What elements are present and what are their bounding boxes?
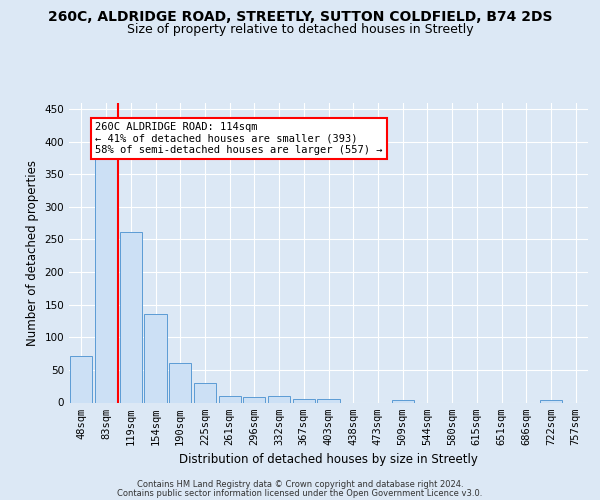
Bar — [194, 383, 216, 402]
X-axis label: Distribution of detached houses by size in Streetly: Distribution of detached houses by size … — [179, 453, 478, 466]
Y-axis label: Number of detached properties: Number of detached properties — [26, 160, 39, 346]
Bar — [392, 400, 414, 402]
Bar — [70, 356, 92, 403]
Bar — [243, 396, 265, 402]
Text: Size of property relative to detached houses in Streetly: Size of property relative to detached ho… — [127, 22, 473, 36]
Bar — [540, 400, 562, 402]
Bar — [317, 399, 340, 402]
Bar — [218, 396, 241, 402]
Bar — [268, 396, 290, 402]
Bar — [119, 232, 142, 402]
Text: Contains public sector information licensed under the Open Government Licence v3: Contains public sector information licen… — [118, 488, 482, 498]
Text: Contains HM Land Registry data © Crown copyright and database right 2024.: Contains HM Land Registry data © Crown c… — [137, 480, 463, 489]
Bar — [293, 399, 315, 402]
Text: 260C, ALDRIDGE ROAD, STREETLY, SUTTON COLDFIELD, B74 2DS: 260C, ALDRIDGE ROAD, STREETLY, SUTTON CO… — [48, 10, 552, 24]
Text: 260C ALDRIDGE ROAD: 114sqm
← 41% of detached houses are smaller (393)
58% of sem: 260C ALDRIDGE ROAD: 114sqm ← 41% of deta… — [95, 122, 382, 156]
Bar — [95, 154, 117, 402]
Bar — [145, 314, 167, 402]
Bar — [169, 364, 191, 403]
